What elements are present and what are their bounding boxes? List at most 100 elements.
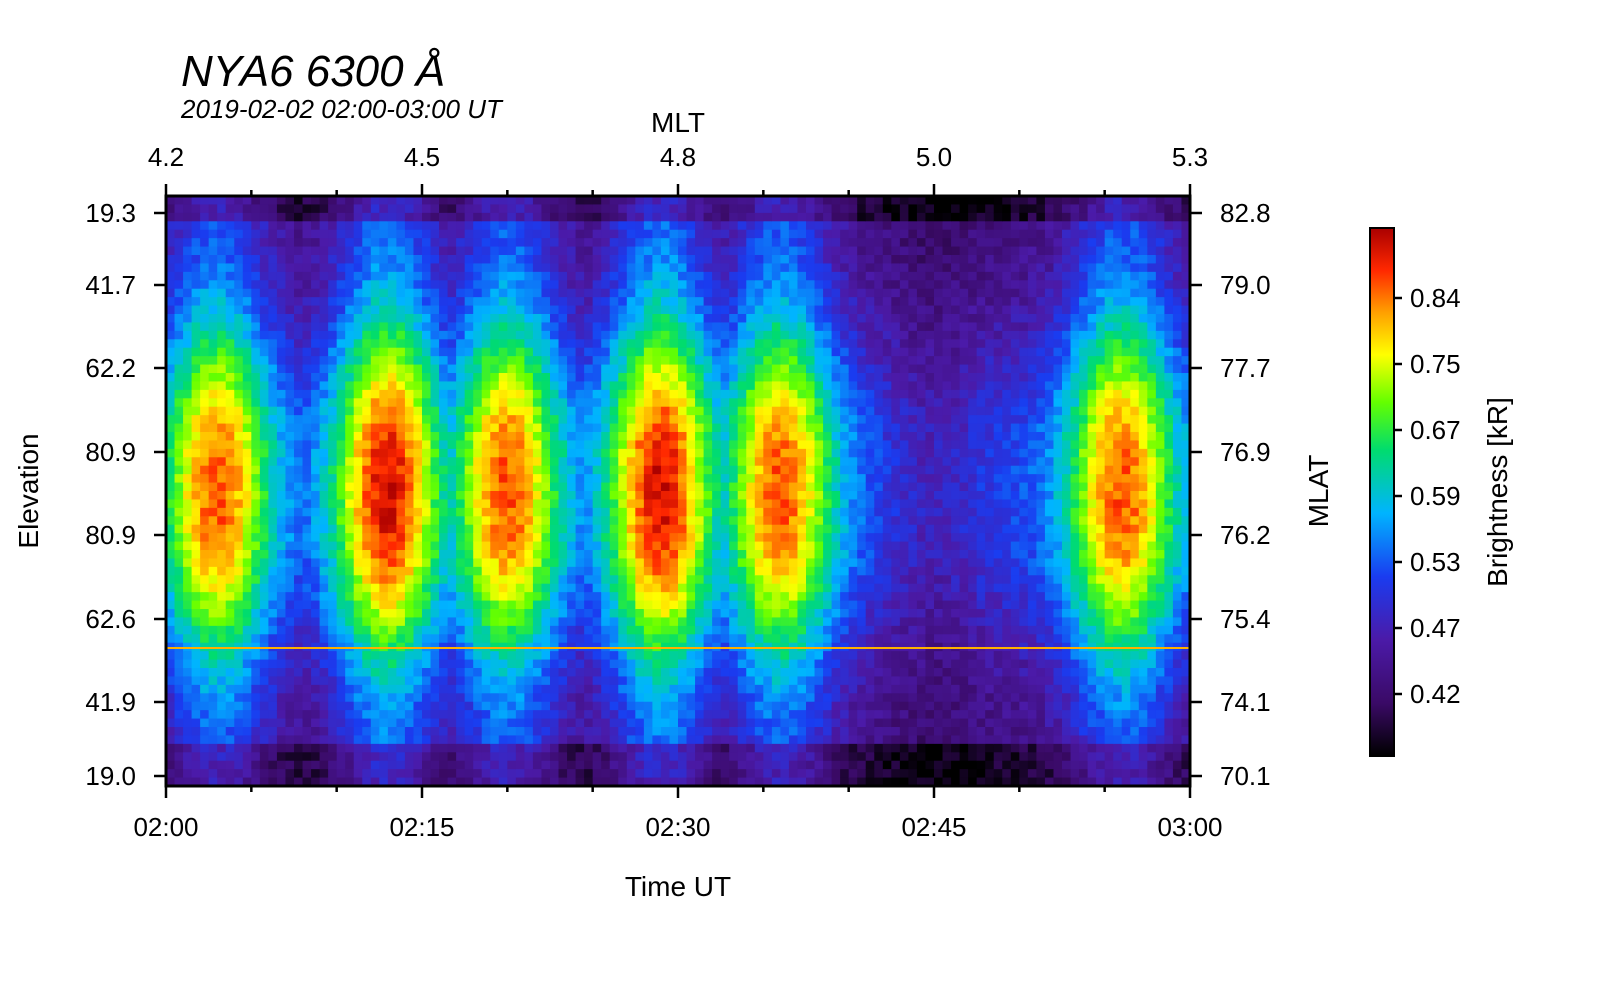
heatmap-cell	[550, 659, 560, 669]
heatmap-cell	[660, 777, 671, 787]
heatmap-cell	[353, 204, 363, 214]
heatmap-cell	[336, 617, 346, 627]
heatmap-cell	[720, 229, 730, 239]
heatmap-cell	[285, 777, 295, 787]
heatmap-cell	[174, 575, 184, 585]
heatmap-cell	[174, 727, 184, 737]
heatmap-cell	[242, 491, 252, 501]
heatmap-cell	[234, 212, 244, 222]
chart-title-block: NYA6 6300 Å 2019-02-02 02:00-03:00 UT	[180, 47, 504, 124]
heatmap-cell	[387, 347, 397, 357]
heatmap-cell	[379, 609, 389, 619]
heatmap-cell	[302, 221, 312, 231]
heatmap-cell	[404, 583, 415, 593]
heatmap-cell	[217, 398, 227, 408]
heatmap-cell	[404, 255, 415, 265]
heatmap-cell	[336, 752, 346, 762]
heatmap-cell	[686, 727, 696, 737]
heatmap-cell	[294, 583, 304, 593]
heatmap-cell	[498, 432, 508, 442]
heatmap-cell	[345, 238, 355, 248]
heatmap-cell	[473, 322, 483, 332]
heatmap-cell	[302, 533, 312, 543]
heatmap-cell	[268, 617, 278, 627]
heatmap-cell	[592, 516, 602, 526]
heatmap-cell	[370, 701, 380, 711]
heatmap-cell	[396, 727, 406, 737]
heatmap-cell	[541, 297, 551, 307]
heatmap-cell	[294, 280, 304, 290]
heatmap-cell	[678, 356, 688, 366]
heatmap-cell	[626, 769, 636, 779]
heatmap-cell	[225, 305, 235, 315]
heatmap-cell	[251, 634, 261, 644]
heatmap-cell	[234, 288, 244, 298]
heatmap-cell	[635, 432, 645, 442]
heatmap-cell	[319, 752, 329, 762]
heatmap-cell	[584, 583, 594, 593]
heatmap-cell	[490, 625, 500, 635]
heatmap-cell	[234, 491, 244, 501]
heatmap-cell	[285, 389, 295, 399]
heatmap-cell	[515, 659, 525, 669]
heatmap-cell	[678, 482, 688, 492]
heatmap-cell	[678, 718, 688, 728]
heatmap-cell	[430, 609, 440, 619]
heatmap-cell	[217, 457, 227, 467]
heatmap-cell	[208, 541, 218, 551]
heatmap-cell	[166, 356, 176, 366]
heatmap-cell	[567, 238, 577, 248]
heatmap-cell	[498, 735, 508, 745]
heatmap-cell	[336, 533, 346, 543]
heatmap-cell	[413, 364, 423, 374]
heatmap-cell	[208, 406, 218, 416]
heatmap-cell	[686, 609, 696, 619]
heatmap-cell	[285, 769, 295, 779]
heatmap-cell	[268, 668, 278, 678]
heatmap-cell	[763, 718, 773, 728]
heatmap-cell	[515, 676, 525, 686]
heatmap-cell	[498, 398, 508, 408]
heatmap-cell	[720, 609, 730, 619]
heatmap-cell	[481, 339, 491, 349]
heatmap-cell	[686, 634, 696, 644]
heatmap-cell	[720, 499, 730, 509]
heatmap-cell	[447, 668, 457, 678]
heatmap-cell	[242, 659, 252, 669]
heatmap-cell	[532, 769, 543, 779]
heatmap-cell	[567, 398, 577, 408]
heatmap-cell	[439, 575, 449, 585]
heatmap-cell	[456, 238, 466, 248]
heatmap-cell	[703, 364, 713, 374]
heatmap-cell	[302, 541, 312, 551]
heatmap-cell	[601, 558, 611, 568]
heatmap-cell	[481, 364, 491, 374]
heatmap-cell	[490, 280, 500, 290]
heatmap-cell	[200, 263, 210, 273]
heatmap-cell	[268, 558, 278, 568]
heatmap-cell	[319, 491, 329, 501]
heatmap-cell	[439, 743, 449, 753]
heatmap-cell	[567, 659, 577, 669]
heatmap-cell	[481, 676, 491, 686]
heatmap-cell	[439, 229, 449, 239]
heatmap-cell	[524, 659, 534, 669]
heatmap-cell	[404, 743, 415, 753]
heatmap-cell	[524, 566, 534, 576]
heatmap-cell	[345, 718, 355, 728]
heatmap-cell	[473, 457, 483, 467]
heatmap-cell	[703, 550, 713, 560]
heatmap-cell	[353, 389, 363, 399]
heatmap-cell	[592, 263, 602, 273]
heatmap-cell	[652, 507, 662, 517]
heatmap-cell	[319, 356, 329, 366]
heatmap-cell	[302, 499, 312, 509]
heatmap-cell	[660, 550, 671, 560]
heatmap-cell	[200, 238, 210, 248]
heatmap-cell	[251, 533, 261, 543]
heatmap-cell	[712, 507, 722, 517]
heatmap-cell	[464, 524, 474, 534]
heatmap-cell	[447, 255, 457, 265]
heatmap-cell	[652, 684, 662, 694]
heatmap-cell	[447, 482, 457, 492]
